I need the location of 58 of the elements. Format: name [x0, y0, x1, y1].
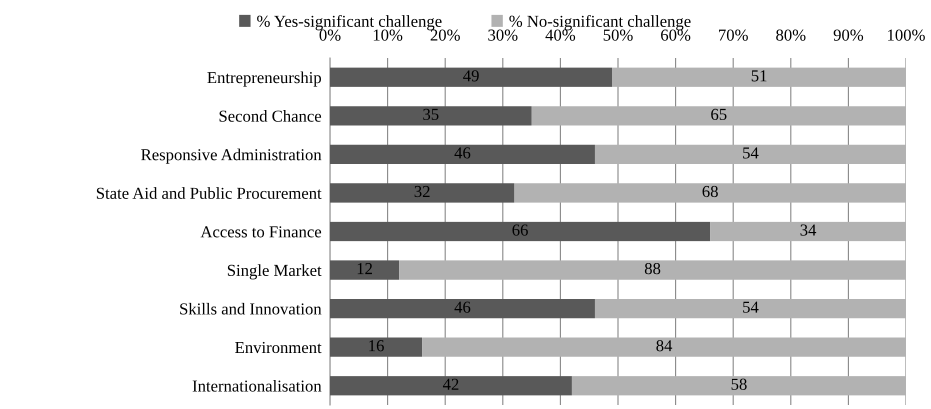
data-label: 16: [369, 340, 384, 352]
y-tick-label: Access to Finance: [200, 226, 322, 238]
data-label: 54: [743, 147, 759, 159]
data-label: 66: [512, 224, 528, 236]
y-tick-label: State Aid and Public Procurement: [96, 187, 322, 199]
data-label: 12: [358, 263, 372, 274]
y-tick-label: Skills and Innovation: [180, 302, 322, 315]
data-label: 58: [732, 378, 747, 390]
bar: [330, 376, 572, 396]
bar: [612, 68, 906, 87]
x-tick-label: 80%: [776, 29, 806, 41]
bar: [594, 298, 906, 318]
y-tick-label: Responsive Administration: [141, 148, 322, 164]
x-tick-label: 70%: [719, 29, 748, 41]
data-label: 32: [414, 186, 430, 198]
bar: [514, 183, 906, 203]
legend-label: % No-significant challenge: [509, 15, 691, 30]
data-label: 42: [442, 378, 458, 390]
bar: [532, 106, 906, 126]
bar: [330, 183, 514, 203]
bar: [422, 338, 906, 357]
x-tick-label: 30%: [488, 29, 518, 41]
bar: [330, 338, 422, 357]
bar: [594, 144, 906, 164]
data-label: 51: [752, 70, 766, 82]
bar: [330, 260, 400, 280]
data-label: 88: [644, 262, 660, 274]
data-label: 35: [423, 108, 438, 120]
y-tick-label: Entrepreneurship: [207, 71, 322, 87]
bar: [330, 222, 710, 242]
bar: [330, 68, 612, 87]
data-label: 46: [454, 302, 470, 313]
bar: [710, 222, 906, 242]
bar: [399, 260, 906, 280]
bar: [572, 376, 906, 396]
x-tick-label: 40%: [545, 29, 576, 41]
bar: [330, 106, 532, 126]
bar: [330, 298, 595, 318]
x-tick-label: 20%: [430, 29, 460, 41]
bar: [330, 144, 595, 164]
x-tick-label: 90%: [834, 29, 864, 41]
data-label: 54: [743, 302, 759, 313]
x-tick-label: 10%: [374, 29, 402, 41]
data-label: 68: [702, 186, 718, 198]
data-label: 65: [711, 108, 726, 120]
x-tick-label: 50%: [604, 29, 633, 41]
data-label: 49: [463, 70, 479, 82]
x-tick-label: 100%: [888, 29, 925, 41]
x-tick-label: 60%: [661, 29, 690, 41]
y-tick-label: Second Chance: [220, 110, 322, 122]
data-label: 46: [454, 147, 470, 159]
legend-label: % Yes-significant challenge: [257, 15, 442, 30]
x-tick-label: 0%: [320, 29, 341, 41]
y-tick-label: Internationalisation: [192, 380, 322, 392]
data-label: 84: [656, 340, 672, 352]
data-label: 34: [800, 224, 816, 236]
y-tick-label: Environment: [235, 342, 322, 354]
y-tick-label: Single Market: [228, 264, 322, 280]
